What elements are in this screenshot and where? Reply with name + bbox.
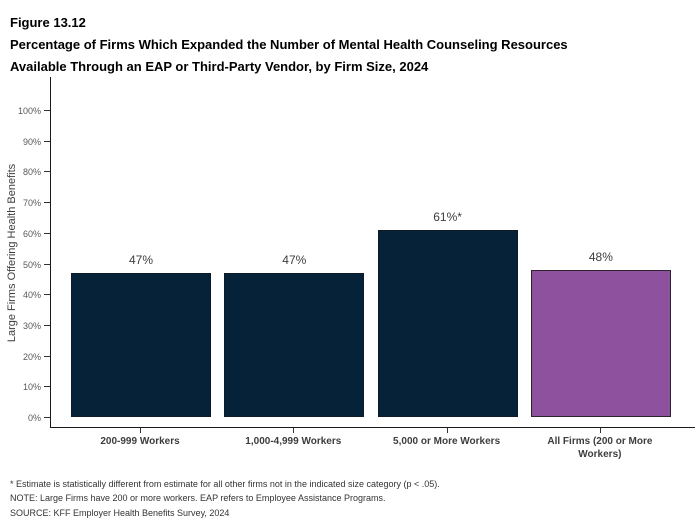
bar-3 [377, 229, 518, 417]
figure-number: Figure 13.12 [10, 15, 86, 30]
footnote-source: SOURCE: KFF Employer Health Benefits Sur… [10, 507, 230, 518]
x-tick [293, 428, 295, 433]
y-tick [44, 324, 50, 326]
x-axis-label: 1,000-4,999 Workers [245, 436, 342, 447]
y-tick [44, 294, 50, 296]
y-tick-label: 40% [22, 290, 41, 301]
y-tick [44, 263, 50, 265]
plot-area: 47% 47% 61%* 48% [50, 77, 695, 428]
x-tick [599, 428, 601, 433]
bar-value-label: 61%* [433, 209, 462, 224]
x-axis-label: 5,000 or More Workers [393, 436, 501, 447]
y-tick-label: 100% [17, 106, 41, 116]
y-tick-label: 20% [22, 351, 41, 362]
y-tick-label: 90% [22, 136, 41, 147]
x-axis-label: 200-999 Workers [100, 436, 180, 447]
y-tick [44, 140, 50, 142]
x-tick [446, 428, 448, 433]
y-tick [44, 417, 50, 418]
footnote-note: NOTE: Large Firms have 200 or more worke… [10, 493, 386, 504]
bar-value-label: 48% [588, 249, 613, 264]
y-tick-label: 50% [22, 259, 41, 270]
footnotes: * Estimate is statistically different fr… [10, 477, 440, 520]
y-tick [44, 232, 50, 234]
bar-4 [530, 269, 671, 417]
y-tick-label: 10% [22, 382, 41, 393]
y-tick-label: 80% [22, 167, 41, 178]
bar-2 [224, 272, 365, 417]
figure-title-line-1: Percentage of Firms Which Expanded the N… [10, 37, 568, 52]
x-tick [140, 428, 141, 433]
y-tick-label: 70% [22, 198, 41, 209]
y-tick-label: 0% [27, 413, 41, 423]
y-axis-title: Large Firms Offering Health Benefits [6, 163, 18, 343]
y-tick [44, 171, 50, 173]
footnote-asterisk: * Estimate is statistically different fr… [10, 479, 440, 489]
bar-value-label: 47% [128, 252, 154, 267]
bar-value-label: 47% [282, 252, 307, 267]
y-tick-label: 60% [22, 228, 41, 239]
y-tick-label: 30% [22, 320, 41, 331]
y-tick [44, 386, 50, 388]
y-tick [44, 110, 50, 111]
figure-title-line-2: Available Through an EAP or Third-Party … [10, 59, 429, 74]
bar-1 [71, 272, 211, 417]
y-tick [44, 355, 50, 357]
x-axis-label: All Firms (200 or More Workers) [547, 436, 653, 460]
chart-header: Figure 13.12 Percentage of Firms Which E… [10, 12, 568, 78]
y-tick [44, 202, 50, 204]
